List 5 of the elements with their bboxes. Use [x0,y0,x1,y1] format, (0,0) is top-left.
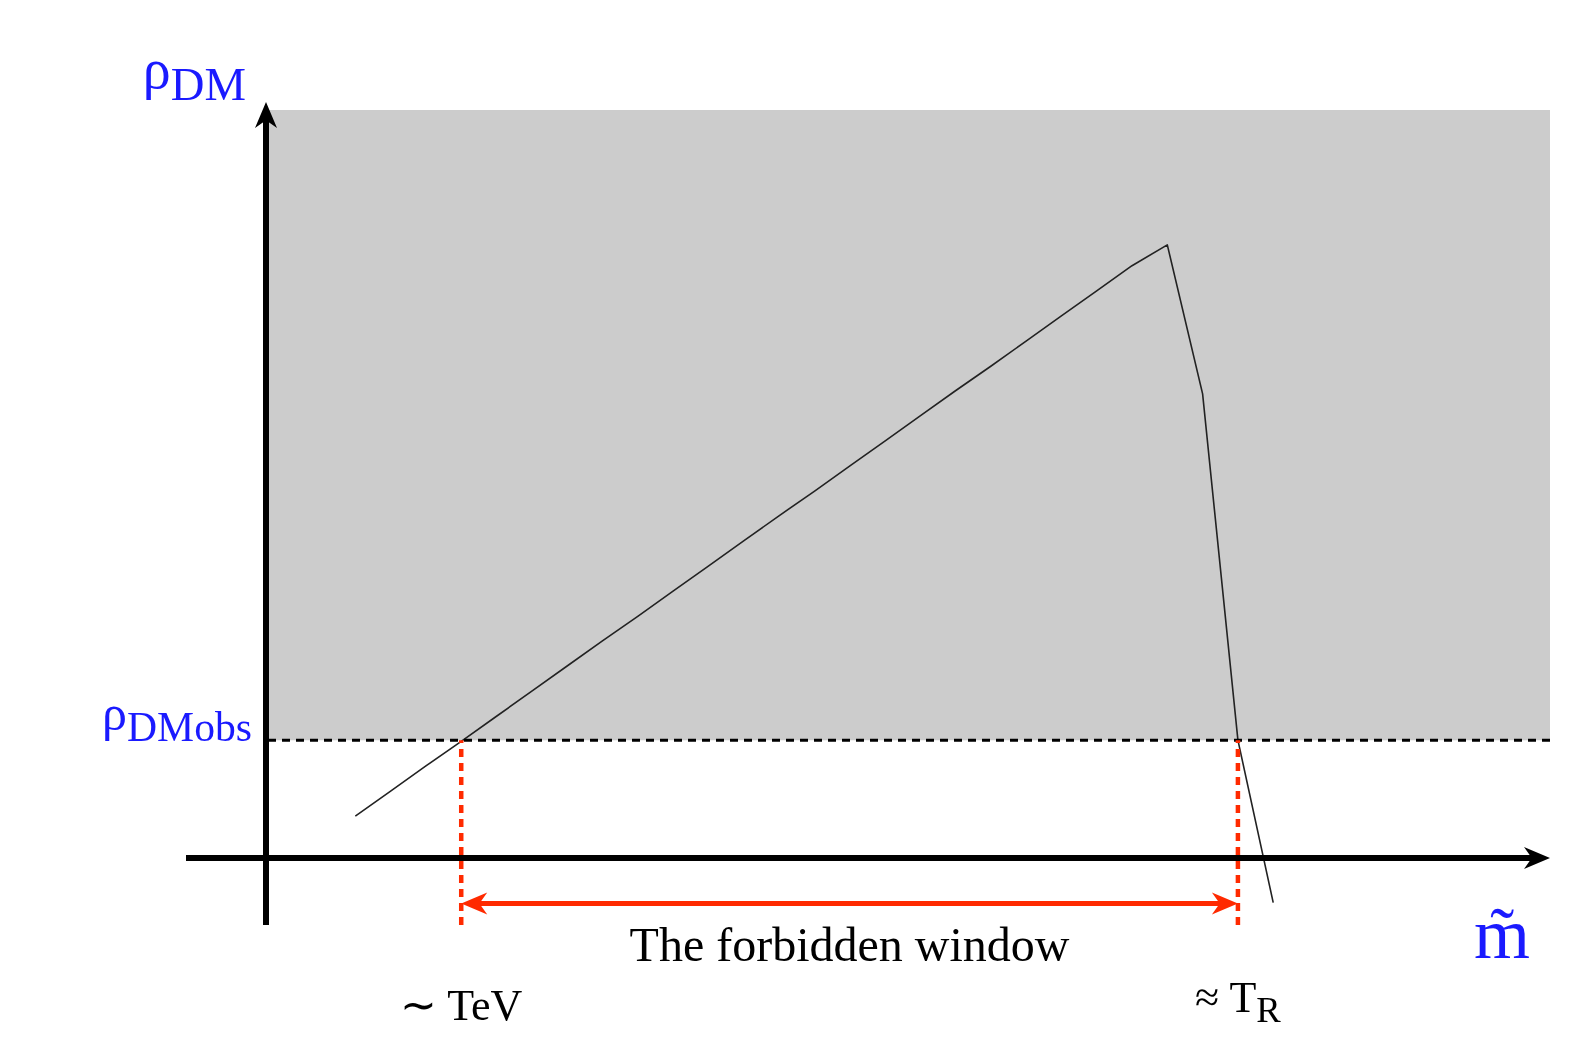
x-tick-label: ∼ TeV [400,981,523,1030]
y-axis-title: ρ$_{DM}$ [142,38,246,111]
x-axis-title: m̃ [1473,894,1530,974]
x-tick-label: ≈ T$_{R}$ [1195,972,1281,1030]
text: The forbidden window [629,918,1070,972]
